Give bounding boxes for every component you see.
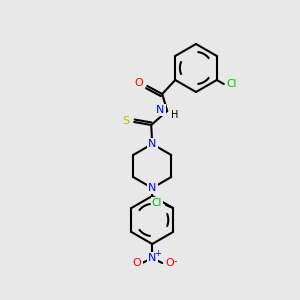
Text: N: N bbox=[156, 105, 164, 115]
Text: S: S bbox=[123, 116, 130, 126]
Text: H: H bbox=[170, 110, 178, 120]
Text: -: - bbox=[173, 256, 177, 266]
Text: Cl: Cl bbox=[226, 79, 237, 89]
Text: N: N bbox=[148, 139, 156, 149]
Text: N: N bbox=[148, 183, 156, 193]
Text: +: + bbox=[154, 248, 161, 257]
Text: O: O bbox=[135, 78, 144, 88]
Text: O: O bbox=[133, 258, 142, 268]
Text: O: O bbox=[166, 258, 175, 268]
Text: N: N bbox=[148, 253, 156, 263]
Text: Cl: Cl bbox=[152, 198, 162, 208]
